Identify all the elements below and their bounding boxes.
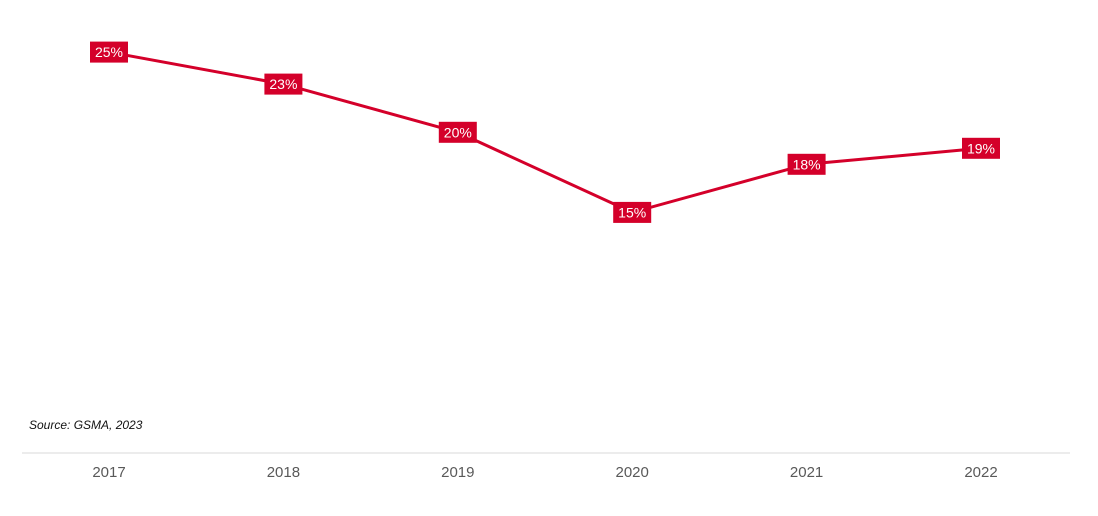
series-line [108, 50, 982, 214]
data-label-text: 15% [618, 204, 646, 220]
data-label-layer: 25% 23% 20% 15% 18% 19% [90, 41, 1000, 223]
series-layer [108, 50, 982, 214]
data-label-box [613, 201, 652, 223]
data-label-box [264, 73, 303, 95]
data-label: 19% [962, 137, 1000, 159]
data-label-text: 23% [269, 76, 297, 92]
data-label-text: 25% [95, 44, 123, 60]
x-tick-label: 2022 [964, 464, 997, 481]
data-label: 15% [613, 201, 652, 223]
data-label: 23% [264, 73, 303, 95]
data-label-box [962, 137, 1000, 159]
data-label-text: 20% [444, 124, 472, 140]
data-label-box [90, 41, 128, 63]
data-label-box [787, 153, 826, 175]
source-note: Source: GSMA, 2023 [29, 418, 143, 432]
x-tick-layer: 2017 2018 2019 2020 2021 2022 [92, 464, 997, 481]
x-tick-label: 2019 [441, 464, 474, 481]
data-label-box [438, 121, 477, 143]
x-tick-label: 2017 [92, 464, 125, 481]
data-label-text: 18% [793, 156, 821, 172]
x-tick-label: 2020 [616, 464, 649, 481]
data-label: 25% [90, 41, 128, 63]
data-label-text: 19% [967, 140, 995, 156]
data-label: 18% [787, 153, 826, 175]
x-tick-label: 2018 [267, 464, 300, 481]
data-label: 20% [438, 121, 477, 143]
x-tick-label: 2021 [790, 464, 823, 481]
